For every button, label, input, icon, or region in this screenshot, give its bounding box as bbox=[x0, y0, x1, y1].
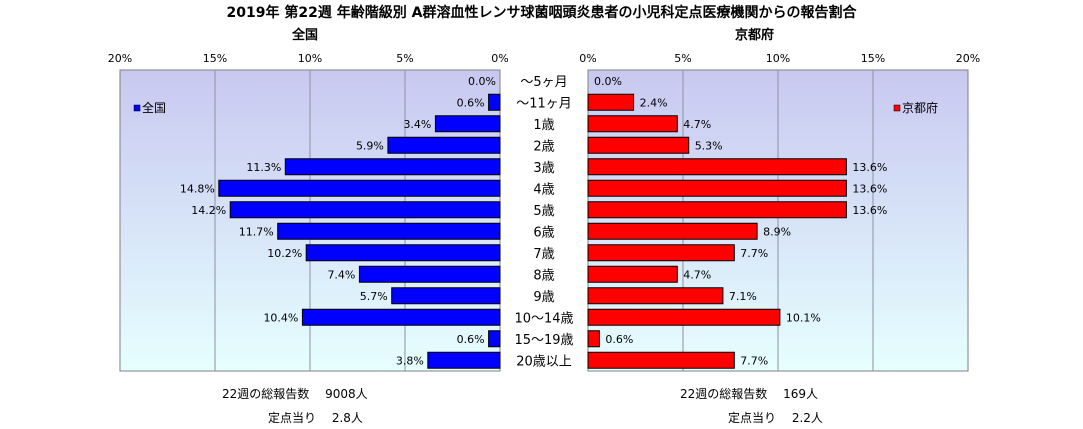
kyoto-bar bbox=[587, 244, 735, 262]
national-legend-label: 全国 bbox=[142, 100, 166, 115]
kyoto-data-label: 10.1% bbox=[786, 311, 821, 324]
national-tick-label: 0% bbox=[491, 52, 508, 65]
national-tick-label: 20% bbox=[108, 52, 132, 65]
kyoto-data-label: 7.7% bbox=[740, 354, 768, 367]
national-data-label: 5.9% bbox=[356, 139, 384, 152]
kyoto-bar bbox=[587, 287, 724, 305]
kyoto-tick-label: 10% bbox=[766, 52, 790, 65]
national-bar bbox=[434, 115, 501, 133]
kyoto-data-label: 8.9% bbox=[763, 225, 791, 238]
national-bar bbox=[301, 308, 501, 326]
age-category-label: 3歳 bbox=[533, 161, 554, 176]
kyoto-data-label: 13.6% bbox=[852, 161, 887, 174]
age-category-label: 2歳 bbox=[533, 139, 554, 154]
kyoto-data-label: 4.7% bbox=[683, 268, 711, 281]
kyoto-bar bbox=[587, 351, 735, 369]
kyoto-bar bbox=[587, 158, 847, 176]
age-category-label: 20歳以上 bbox=[516, 354, 572, 369]
kyoto-data-label: 7.7% bbox=[740, 247, 768, 260]
national-bar bbox=[218, 179, 501, 197]
kyoto-data-label: 4.7% bbox=[683, 118, 711, 131]
kyoto-bar bbox=[587, 222, 758, 240]
national-bar bbox=[387, 136, 501, 154]
kyoto-data-label: 13.6% bbox=[852, 182, 887, 195]
kyoto-per-sentinel-text: 定点当り 2.2人 bbox=[728, 411, 823, 425]
age-category-label: 15～19歳 bbox=[514, 333, 573, 348]
kyoto-bar bbox=[587, 308, 781, 326]
national-bar bbox=[277, 222, 501, 240]
kyoto-total-text: 22週の総報告数 169人 bbox=[680, 387, 818, 401]
age-category-label: 1歳 bbox=[533, 118, 554, 133]
kyoto-tick-label: 5% bbox=[674, 52, 691, 65]
kyoto-tick-label: 0% bbox=[579, 52, 596, 65]
kyoto-bar bbox=[587, 201, 847, 219]
kyoto-data-label: 7.1% bbox=[729, 290, 757, 303]
national-bar bbox=[488, 93, 501, 111]
national-data-label: 10.2% bbox=[267, 247, 302, 260]
kyoto-legend-label: 京都府 bbox=[902, 100, 938, 115]
kyoto-data-label: 0.6% bbox=[605, 333, 633, 346]
national-data-label: 0.0% bbox=[468, 75, 496, 88]
national-bar bbox=[391, 287, 501, 305]
national-bar bbox=[358, 265, 501, 283]
kyoto-data-label: 2.4% bbox=[640, 96, 668, 109]
kyoto-heading: 京都府 bbox=[735, 28, 775, 43]
national-tick-label: 5% bbox=[396, 52, 413, 65]
national-bar bbox=[229, 201, 501, 219]
age-category-label: ～5ヶ月 bbox=[520, 75, 567, 90]
kyoto-bar bbox=[587, 330, 600, 348]
national-data-label: 14.2% bbox=[191, 204, 226, 217]
national-data-label: 7.4% bbox=[327, 268, 355, 281]
age-category-label: 9歳 bbox=[533, 290, 554, 305]
age-category-label: 8歳 bbox=[533, 268, 554, 283]
national-bar bbox=[427, 351, 501, 369]
national-data-label: 0.6% bbox=[457, 96, 485, 109]
national-total-text: 22週の総報告数 9008人 bbox=[222, 387, 368, 401]
national-data-label: 10.4% bbox=[263, 311, 298, 324]
national-data-label: 5.7% bbox=[360, 290, 388, 303]
age-category-label: 10～14歳 bbox=[514, 311, 573, 326]
national-bar bbox=[305, 244, 501, 262]
national-data-label: 11.3% bbox=[246, 161, 281, 174]
chart-title: 2019年 第22週 年齢階級別 A群溶血性レンサ球菌咽頭炎患者の小児科定点医療… bbox=[226, 5, 857, 21]
kyoto-bar bbox=[587, 115, 678, 133]
kyoto-tick-label: 15% bbox=[861, 52, 885, 65]
national-data-label: 3.4% bbox=[403, 118, 431, 131]
national-data-label: 0.6% bbox=[457, 333, 485, 346]
national-data-label: 14.8% bbox=[180, 182, 215, 195]
national-heading: 全国 bbox=[292, 28, 319, 43]
national-bar bbox=[284, 158, 501, 176]
national-per-sentinel-text: 定点当り 2.8人 bbox=[268, 411, 363, 425]
kyoto-tick-label: 20% bbox=[956, 52, 980, 65]
national-tick-label: 10% bbox=[298, 52, 322, 65]
kyoto-data-label: 5.3% bbox=[695, 139, 723, 152]
kyoto-bar bbox=[587, 93, 635, 111]
kyoto-legend-swatch bbox=[893, 104, 901, 112]
age-category-label: 5歳 bbox=[533, 204, 554, 219]
national-data-label: 11.7% bbox=[239, 225, 274, 238]
kyoto-bar bbox=[587, 265, 678, 283]
national-tick-label: 15% bbox=[203, 52, 227, 65]
age-category-label: 7歳 bbox=[533, 247, 554, 262]
age-category-label: ～11ヶ月 bbox=[516, 96, 572, 111]
national-data-label: 3.8% bbox=[396, 354, 424, 367]
kyoto-data-label: 13.6% bbox=[852, 204, 887, 217]
age-category-label: 6歳 bbox=[533, 225, 554, 240]
age-category-label: 4歳 bbox=[533, 182, 554, 197]
kyoto-bar bbox=[587, 136, 690, 154]
national-legend-swatch bbox=[133, 104, 141, 112]
kyoto-bar bbox=[587, 179, 847, 197]
national-bar bbox=[488, 330, 501, 348]
kyoto-data-label: 0.0% bbox=[594, 75, 622, 88]
